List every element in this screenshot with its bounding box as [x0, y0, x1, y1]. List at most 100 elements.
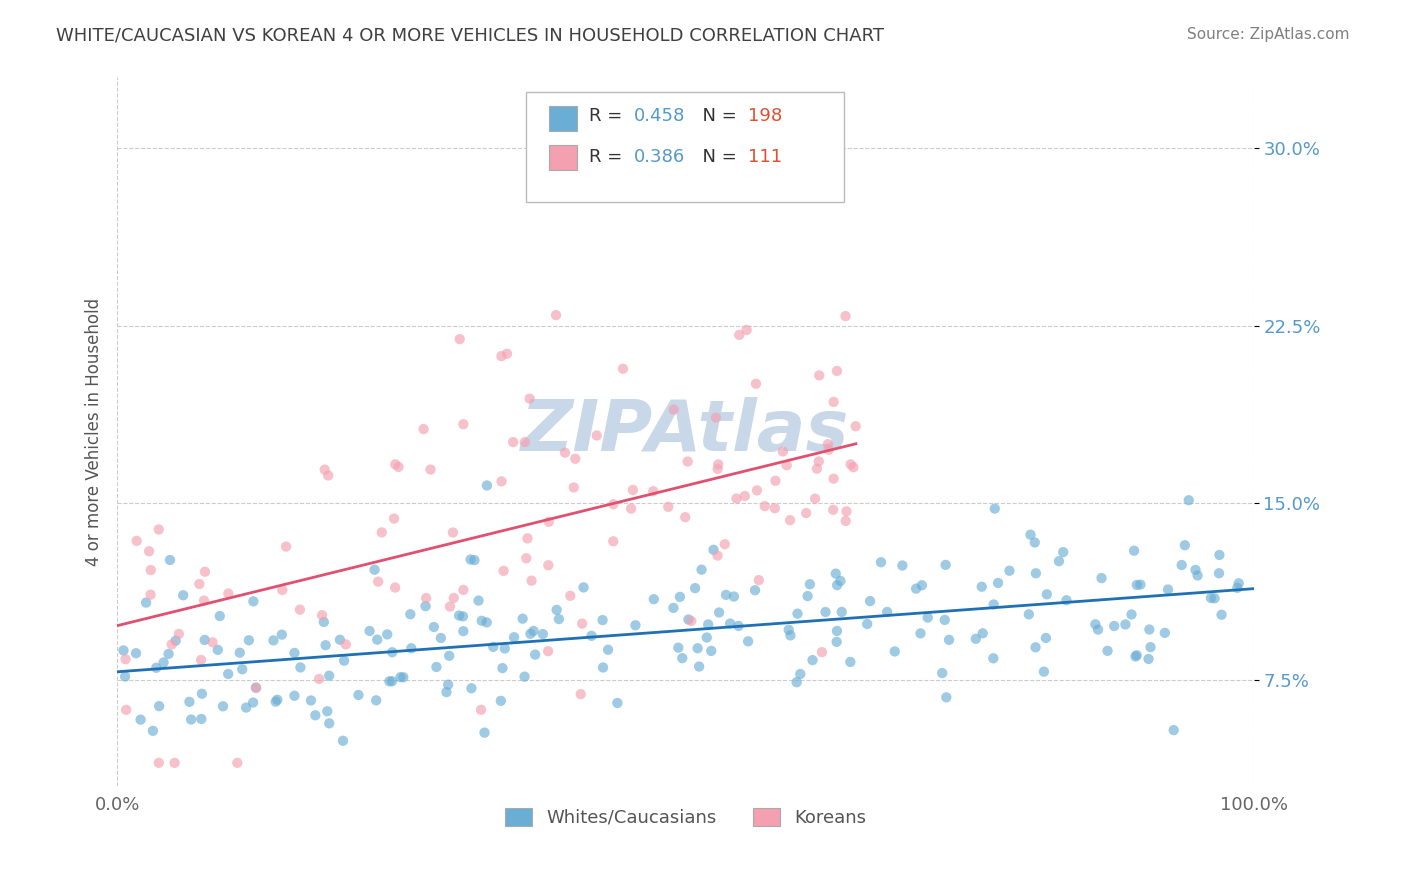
- Koreans: [544, 308, 567, 322]
- Koreans: [308, 672, 330, 686]
- Koreans: [842, 460, 865, 475]
- Whites/Caucasians: [935, 558, 957, 572]
- Koreans: [834, 309, 856, 323]
- Whites/Caucasians: [688, 659, 710, 673]
- Whites/Caucasians: [366, 632, 388, 647]
- Koreans: [441, 525, 464, 540]
- Whites/Caucasians: [112, 643, 135, 657]
- Koreans: [217, 586, 239, 600]
- Whites/Caucasians: [690, 563, 713, 577]
- Whites/Caucasians: [876, 605, 898, 619]
- Whites/Caucasians: [1087, 623, 1109, 637]
- Koreans: [772, 444, 794, 458]
- Text: N =: N =: [692, 148, 742, 166]
- Whites/Caucasians: [148, 699, 170, 714]
- Koreans: [823, 395, 845, 409]
- Koreans: [825, 364, 848, 378]
- Whites/Caucasians: [723, 590, 745, 604]
- Koreans: [245, 681, 267, 695]
- Whites/Caucasians: [378, 674, 401, 689]
- Text: 0.458: 0.458: [634, 107, 686, 126]
- Whites/Caucasians: [911, 578, 934, 592]
- Whites/Caucasians: [437, 648, 460, 663]
- Whites/Caucasians: [856, 617, 879, 632]
- Whites/Caucasians: [917, 610, 939, 624]
- Text: WHITE/CAUCASIAN VS KOREAN 4 OR MORE VEHICLES IN HOUSEHOLD CORRELATION CHART: WHITE/CAUCASIAN VS KOREAN 4 OR MORE VEHI…: [56, 27, 884, 45]
- Whites/Caucasians: [513, 670, 536, 684]
- Whites/Caucasians: [572, 581, 595, 595]
- Koreans: [371, 525, 394, 540]
- Whites/Caucasians: [165, 633, 187, 648]
- Whites/Caucasians: [972, 626, 994, 640]
- Whites/Caucasians: [970, 580, 993, 594]
- Whites/Caucasians: [981, 651, 1004, 665]
- Whites/Caucasians: [1035, 631, 1057, 645]
- Whites/Caucasians: [1204, 591, 1226, 606]
- Koreans: [382, 511, 405, 525]
- Whites/Caucasians: [212, 699, 235, 714]
- Whites/Caucasians: [1163, 723, 1185, 738]
- Koreans: [779, 513, 801, 527]
- Whites/Caucasians: [786, 607, 808, 621]
- Koreans: [160, 637, 183, 651]
- Koreans: [823, 472, 845, 486]
- Whites/Caucasians: [242, 696, 264, 710]
- Koreans: [288, 602, 311, 616]
- Koreans: [765, 474, 787, 488]
- Whites/Caucasians: [1208, 548, 1230, 562]
- Whites/Caucasians: [727, 619, 749, 633]
- Whites/Caucasians: [389, 670, 412, 684]
- Whites/Caucasians: [987, 576, 1010, 591]
- Whites/Caucasians: [678, 613, 700, 627]
- Koreans: [602, 534, 624, 549]
- Koreans: [621, 483, 644, 497]
- Whites/Caucasians: [315, 638, 337, 652]
- Whites/Caucasians: [666, 640, 689, 655]
- Whites/Caucasians: [1226, 581, 1249, 595]
- Koreans: [314, 462, 336, 476]
- Koreans: [114, 652, 136, 666]
- Koreans: [163, 756, 186, 770]
- Koreans: [537, 644, 560, 658]
- Whites/Caucasians: [375, 627, 398, 641]
- Koreans: [811, 645, 834, 659]
- Whites/Caucasians: [825, 635, 848, 649]
- Whites/Caucasians: [235, 700, 257, 714]
- Koreans: [657, 500, 679, 514]
- Koreans: [190, 653, 212, 667]
- Whites/Caucasians: [142, 723, 165, 738]
- Koreans: [115, 703, 138, 717]
- Whites/Caucasians: [1157, 582, 1180, 597]
- Koreans: [562, 480, 585, 494]
- Whites/Caucasians: [363, 563, 385, 577]
- Whites/Caucasians: [581, 629, 603, 643]
- Koreans: [834, 514, 856, 528]
- Koreans: [139, 563, 162, 577]
- Koreans: [387, 459, 409, 474]
- Whites/Caucasians: [157, 647, 180, 661]
- Whites/Caucasians: [702, 542, 724, 557]
- Koreans: [188, 577, 211, 591]
- Whites/Caucasians: [114, 669, 136, 683]
- Whites/Caucasians: [381, 674, 404, 689]
- Whites/Caucasians: [1227, 576, 1250, 591]
- Whites/Caucasians: [1125, 648, 1147, 663]
- Whites/Caucasians: [910, 626, 932, 640]
- Koreans: [564, 451, 586, 466]
- Koreans: [148, 523, 170, 537]
- Koreans: [537, 558, 560, 573]
- Whites/Caucasians: [697, 617, 720, 632]
- Whites/Caucasians: [934, 613, 956, 627]
- Whites/Caucasians: [191, 687, 214, 701]
- Koreans: [734, 489, 756, 503]
- Whites/Caucasians: [1174, 538, 1197, 552]
- Koreans: [706, 462, 728, 476]
- Whites/Caucasians: [392, 670, 415, 684]
- Whites/Caucasians: [744, 583, 766, 598]
- Whites/Caucasians: [1125, 649, 1147, 664]
- Koreans: [662, 402, 685, 417]
- Whites/Caucasians: [229, 646, 252, 660]
- Koreans: [316, 468, 339, 483]
- Text: R =: R =: [589, 107, 628, 126]
- Whites/Caucasians: [1199, 591, 1222, 605]
